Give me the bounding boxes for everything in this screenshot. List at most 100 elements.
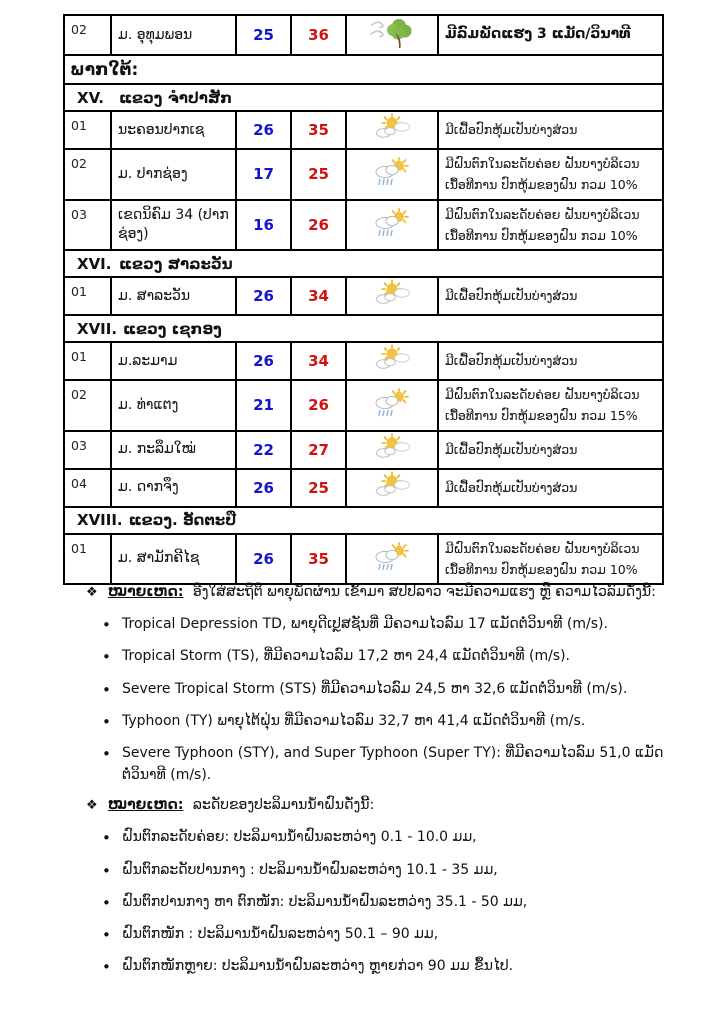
station-name-cell: ມ. ສາມັກຄີໄຊ — [110, 532, 237, 585]
round-bullet-icon: • — [102, 712, 111, 731]
weather-icon-cell — [345, 379, 439, 432]
description-cell: ມີເຝື້ອປົກຫຸ້ມເປັນບ່າງສ່ວນ — [437, 341, 664, 381]
station-row: 01 ນະຄອນປາກເຊ 26 35 ມີເຝື້ອປົກຫຸ້ມເປັນບ່າງສ່… — [63, 110, 664, 150]
round-bullet-icon: • — [102, 829, 111, 848]
province-name: ແຂວງ ສາລະວັນ — [119, 254, 233, 273]
region-header-row: ພາກໃຕ້: — [63, 54, 664, 85]
sun-rain-icon — [371, 388, 413, 418]
round-bullet-icon: • — [102, 745, 111, 763]
min-temp-cell: 26 — [235, 341, 292, 381]
row-number-cell: 02 — [63, 14, 112, 56]
min-temp-cell: 26 — [235, 276, 292, 316]
note-bullet-text: ຝົນຕົກປານກາງ ຫາ ຕົກໜັກ: ປະລິມານນ້ຳຝົນລະຫ… — [122, 893, 528, 910]
station-name-cell: ມ. ອຸທຸມພອນ — [110, 14, 237, 56]
min-temp-cell: 17 — [235, 148, 292, 201]
partly-cloudy-icon — [371, 344, 413, 374]
station-row: 01 ມ. ສາມັກຄີໄຊ 26 35 ມີຝົນຕົກໃນລະດັບຄ່ອຍ ຝັ… — [63, 532, 664, 585]
min-temp-cell: 21 — [235, 379, 292, 432]
description-cell: ມີຝົນຕົກໃນລະດັບຄ່ອຍ ຝັນບາງບໍລິເວນ ເນື້ອທ… — [437, 148, 664, 201]
note-bullet-item: • ຝົນຕົກໜັກ : ປະລິມານນ້ຳຝົນລະຫວ່າງ 50.1 –… — [102, 924, 666, 947]
note-intro-text: ລະດັບຂອງປະລິມານນ້ຳຝົນດັ່ງນີ້: — [188, 797, 375, 814]
weather-icon-cell — [345, 532, 439, 585]
description-cell: ມີເຝື້ອປົກຫຸ້ມເປັນບ່າງສ່ວນ — [437, 276, 664, 316]
province-roman-numeral: XVI. — [77, 254, 112, 273]
note-bullet-text: ຝົນຕົກໜັກຫຼາຍ: ປະລິມານນ້ຳຝົນລະຫວ່າງ ຫຼາຍ… — [122, 958, 514, 975]
max-temp-cell: 35 — [290, 532, 347, 585]
round-bullet-icon: • — [102, 616, 111, 634]
province-header-row: XVII. ແຂວງ ເຊກອງ — [63, 314, 664, 343]
note-bullet-text: Typhoon (TY) ພາຍຸໄຕ້ຝຸ່ນ ທີ່ມີຄວາມໄວລົມ … — [122, 712, 586, 729]
max-temp-cell: 25 — [290, 148, 347, 201]
min-temp-cell: 22 — [235, 429, 292, 470]
weather-icon-cell — [345, 198, 439, 251]
weather-icon-cell — [345, 110, 439, 150]
province-roman-numeral: XV. — [77, 88, 104, 107]
note-bullet-item: • ຝົນຕົກໜັກຫຼາຍ: ປະລິມານນ້ຳຝົນລະຫວ່າງ ຫຼາ… — [102, 956, 666, 979]
note-intro-text: ອີງໃສ່ສະຖິຕິ ພາຍຸພັດຜ່ານ ເຂົ້າມາ ສປປລາວ … — [188, 584, 656, 600]
station-row: 03 ມ. ກະລຶມໃໝ່ 22 27 ມີເຝື້ອປົກຫຸ້ມເປັນບ່າງສ… — [63, 429, 664, 470]
description-cell: ມີເຝື້ອປົກຫຸ້ມເປັນບ່າງສ່ວນ — [437, 429, 664, 470]
weather-icon-cell — [345, 14, 439, 56]
note-bullet-text: ຝົນຕົກລະດັບຄ່ອຍ: ປະລິມານນ້ຳຝົນລະຫວ່າງ 0.… — [122, 829, 477, 846]
note-bullet-item: • Tropical Storm (TS), ທີ່ມີຄວາມໄວລົມ 17,… — [102, 646, 666, 669]
station-name-cell: ມ. ກະລຶມໃໝ່ — [110, 429, 237, 470]
weather-icon-cell — [345, 467, 439, 508]
diamond-bullet-icon: ❖ — [86, 798, 98, 814]
row-number-cell: 03 — [63, 429, 112, 470]
row-number-cell: 01 — [63, 532, 112, 585]
station-row: 02 ມ. ປາກຊ່ອງ 17 25 ມີຝົນຕົກໃນລະດັບຄ່ອຍ ຝັນບ… — [63, 148, 664, 201]
province-name: ແຂວງ. ອັດຕະປື — [128, 511, 237, 529]
note-bullet-text: Severe Typhoon (STY), and Super Typhoon … — [122, 745, 664, 783]
max-temp-cell: 36 — [290, 14, 347, 56]
round-bullet-icon: • — [102, 680, 111, 699]
partly-cloudy-icon — [371, 113, 413, 143]
windy-tree-icon — [368, 17, 416, 49]
station-row: 01 ມ. ສາລະວັນ 26 34 ມີເຝື້ອປົກຫຸ້ມເປັນບ່າງສ່… — [63, 276, 664, 316]
weather-icon-cell — [345, 429, 439, 470]
province-name: ແຂວງ ຈຳປາສັກ — [119, 88, 233, 107]
description-cell: ມີເຝື້ອປົກຫຸ້ມເປັນບ່າງສ່ວນ — [437, 467, 664, 508]
min-temp-cell: 25 — [235, 14, 292, 56]
station-row: 02 ມ. ອຸທຸມພອນ 25 36 ມີລົມພັດແຮງ 3 ແມັດ/ວິນາ… — [63, 14, 664, 56]
note-bullet-text: Tropical Storm (TS), ທີ່ມີຄວາມໄວລົມ 17,2… — [122, 648, 570, 665]
station-name-cell: ເຂດນິຄົມ 34 (ປາກຊ່ອງ) — [110, 198, 237, 251]
note-header: ❖ ໝາຍເຫດ: ລະດັບຂອງປະລິມານນ້ຳຝົນດັ່ງນີ້: — [86, 795, 666, 816]
sun-rain-icon — [371, 207, 413, 238]
province-header-row: XVIII. ແຂວງ. ອັດຕະປື — [63, 505, 664, 535]
max-temp-cell: 35 — [290, 110, 347, 150]
note-title: ໝາຍເຫດ: — [108, 797, 184, 814]
station-name-cell: ມ. ດາກຈຶງ — [110, 467, 237, 508]
row-number-cell: 02 — [63, 379, 112, 432]
weather-icon-cell — [345, 341, 439, 381]
weather-icon-cell — [345, 148, 439, 201]
station-row: 01 ມ.ລະມາມ 26 34 ມີເຝື້ອປົກຫຸ້ມເປັນບ່າງສ່ວນ — [63, 341, 664, 381]
row-number-cell: 01 — [63, 276, 112, 316]
description-cell: ມີລົມພັດແຮງ 3 ແມັດ/ວິນາທີ — [437, 14, 664, 56]
diamond-bullet-icon: ❖ — [86, 585, 98, 600]
station-name-cell: ມ. ທ່າແຕງ — [110, 379, 237, 432]
note-bullet-item: • ຝົນຕົກລະດັບຄ່ອຍ: ປະລິມານນ້ຳຝົນລະຫວ່າງ 0… — [102, 827, 666, 850]
sun-rain-icon — [371, 541, 413, 572]
sun-rain-icon — [371, 157, 413, 187]
round-bullet-icon: • — [102, 958, 111, 977]
forecast-table-body: 02 ມ. ອຸທຸມພອນ 25 36 ມີລົມພັດແຮງ 3 ແມັດ/ວິນາ… — [63, 14, 664, 585]
weather-forecast-table: 02 ມ. ອຸທຸມພອນ 25 36 ມີລົມພັດແຮງ 3 ແມັດ/ວິນາ… — [63, 14, 664, 585]
province-header-row: XV. ແຂວງ ຈຳປາສັກ — [63, 83, 664, 112]
station-name-cell: ມ. ປາກຊ່ອງ — [110, 148, 237, 201]
round-bullet-icon: • — [102, 648, 111, 667]
note-bullet-text: Severe Tropical Storm (STS) ທີ່ມີຄວາມໄວລ… — [122, 680, 628, 697]
province-header-row: XVI. ແຂວງ ສາລະວັນ — [63, 249, 664, 278]
note-bullet-item: • Severe Typhoon (STY), and Super Typhoon… — [102, 743, 666, 786]
description-cell: ມີຝົນຕົກໃນລະດັບຄ່ອຍ ຝັນບາງບໍລິເວນ ເນື້ອທ… — [437, 379, 664, 432]
region-header-label: ພາກໃຕ້: — [63, 54, 664, 85]
description-cell: ມີເຝື້ອປົກຫຸ້ມເປັນບ່າງສ່ວນ — [437, 110, 664, 150]
note-bullet-text: ຝົນຕົກໜັກ : ປະລິມານນ້ຳຝົນລະຫວ່າງ 50.1 – … — [122, 926, 439, 943]
description-cell: ມີຝົນຕົກໃນລະດັບຄ່ອຍ ຝັນບາງບໍລິເວນ ເນື້ອທ… — [437, 532, 664, 585]
min-temp-cell: 26 — [235, 467, 292, 508]
round-bullet-icon: • — [102, 861, 111, 880]
description-cell: ມີຝົນຕົກໃນລະດັບຄ່ອຍ ຝັນບາງບໍລິເວນ ເນື້ອທ… — [437, 198, 664, 251]
station-row: 04 ມ. ດາກຈຶງ 26 25 ມີເຝື້ອປົກຫຸ້ມເປັນບ່າງສ່ວ… — [63, 467, 664, 508]
partly-cloudy-icon — [371, 279, 413, 309]
round-bullet-icon: • — [102, 926, 111, 945]
